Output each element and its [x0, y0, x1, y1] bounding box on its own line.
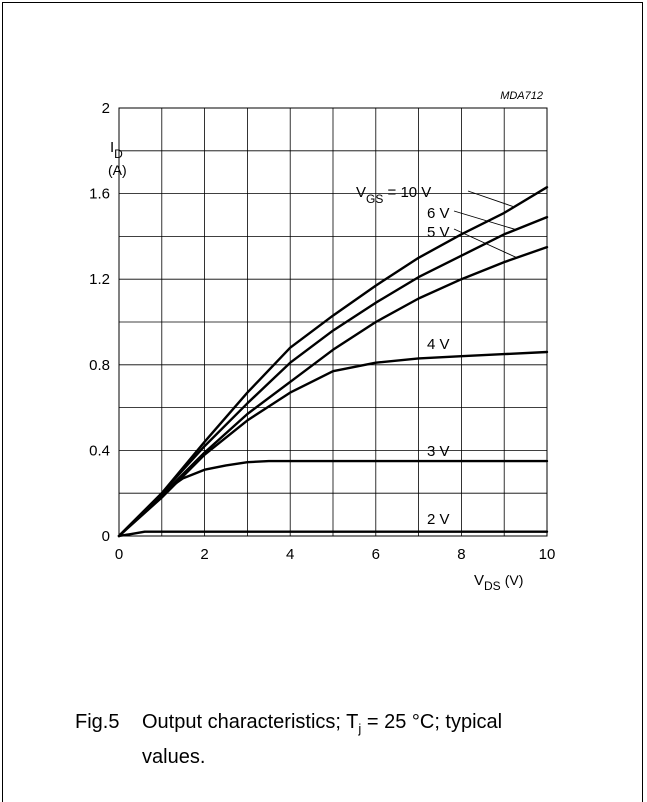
leader-line-10v [467, 190, 513, 207]
curve-line-3 [117, 350, 549, 538]
curve-line-0 [117, 186, 549, 538]
y-tick-label: 1.6 [89, 186, 110, 203]
y-axis-unit: (A) [108, 162, 127, 178]
x-tick-label: 0 [115, 546, 123, 563]
curve-line-4 [117, 459, 549, 538]
curve-line-1 [117, 215, 549, 538]
output-characteristics-chart: 0 2 4 6 8 10 0 0.4 0.8 1.2 1.6 2 MDA712 ID (A) VDS(… [89, 90, 555, 593]
curve-label-6v: 6 V [427, 205, 450, 222]
curve-line-5 [117, 530, 549, 538]
label-leader-lines [453, 190, 518, 259]
y-tick-label: 1.2 [89, 271, 110, 288]
curves [117, 186, 549, 538]
figure-caption: Fig.5 Output characteristics; Tj = 25 °C;… [75, 708, 635, 772]
x-tick-label: 8 [457, 546, 465, 563]
curve-label-4v: 4 V [427, 336, 450, 353]
y-axis-label: ID [110, 139, 123, 161]
caption-line-1: Fig.5 Output characteristics; Tj = 25 °C;… [75, 708, 635, 743]
y-tick-label: 0 [102, 528, 110, 545]
caption-text: Output characteristics; T [142, 711, 359, 733]
x-tick-label: 2 [200, 546, 208, 563]
caption-text-cont: = 25 °C; typical [361, 711, 503, 733]
figure-number: Fig.5 [75, 711, 120, 733]
diagram-code: MDA712 [500, 90, 543, 102]
chart-grid [118, 107, 548, 537]
x-tick-label: 4 [286, 546, 294, 563]
tick-labels: 0 2 4 6 8 10 0 0.4 0.8 1.2 1.6 2 [89, 100, 555, 563]
curve-label-2v: 2 V [427, 511, 450, 528]
caption-line-2: values. [142, 746, 206, 768]
plot-border [118, 107, 548, 537]
x-axis-label: VDS (V) [474, 572, 523, 593]
x-tick-label: 6 [372, 546, 380, 563]
y-tick-label: 0.4 [89, 442, 110, 459]
curve-label-10v: VGS = 10 V [356, 184, 431, 206]
curve-label-3v: 3 V [427, 443, 450, 460]
leader-line-5v [453, 228, 518, 259]
caption-subscript: j [358, 721, 362, 736]
y-tick-label: 2 [102, 100, 110, 117]
curve-label-5v: 5 V [427, 224, 450, 241]
leader-line-6v [453, 210, 518, 231]
y-tick-label: 0.8 [89, 357, 110, 374]
curve-line-2 [117, 245, 549, 538]
x-tick-label: 10 [539, 546, 556, 563]
